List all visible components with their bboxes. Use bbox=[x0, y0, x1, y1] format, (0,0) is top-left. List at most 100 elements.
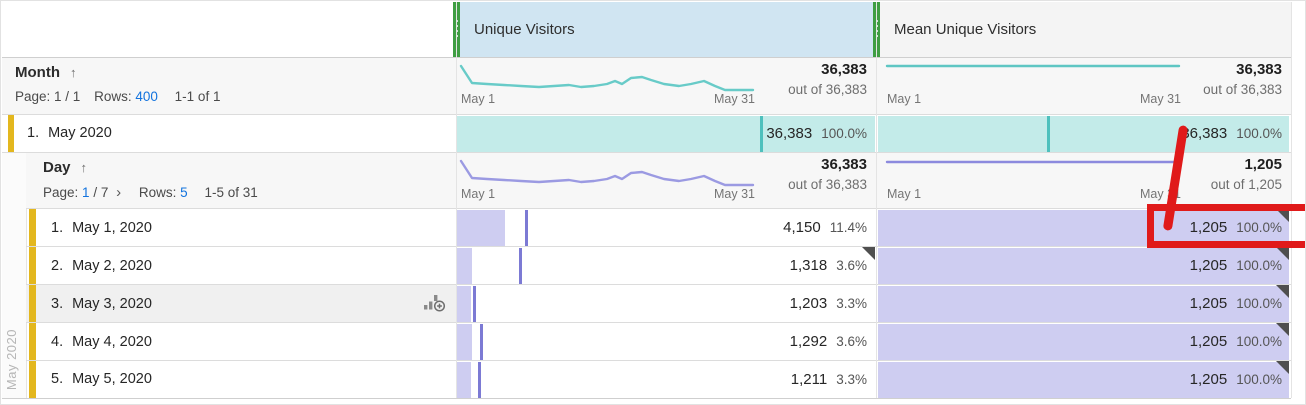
metric-value: 1,205 bbox=[1189, 295, 1228, 312]
metric-value: 1,292 bbox=[789, 333, 828, 350]
month-pagination: Page: 1 / 1 Rows: 400 1-1 of 1 bbox=[15, 89, 220, 104]
mean-unique-visitors-cell bbox=[878, 362, 1289, 398]
annotation-highlight-box bbox=[1147, 204, 1305, 248]
metric-percent: 11.4% bbox=[829, 220, 867, 235]
mean-unique-visitors-value: 1,205 100.0% bbox=[1122, 361, 1282, 398]
next-page-chevron[interactable]: › bbox=[116, 184, 122, 201]
row-label: May 1, 2020 bbox=[72, 220, 152, 236]
metric-value: 36,383 bbox=[1181, 125, 1228, 142]
unique-visitors-cell bbox=[457, 248, 875, 284]
metric-percent: 3.3% bbox=[836, 296, 867, 311]
row-accent-bar bbox=[29, 323, 36, 361]
total-out-of: out of 36,383 bbox=[788, 82, 867, 97]
day-table-row[interactable]: 2. May 2, 2020 bbox=[51, 247, 152, 285]
rows-per-page-link[interactable]: 5 bbox=[180, 185, 188, 200]
rows-range: 1-1 of 1 bbox=[174, 89, 221, 104]
day-pagination: Page: 1 / 7 › Rows: 5 1-5 of 31 bbox=[43, 184, 258, 201]
metric-value: 36,383 bbox=[766, 125, 813, 142]
spark-start-label: May 1 bbox=[887, 187, 922, 201]
metric-percent: 100.0% bbox=[1236, 126, 1282, 141]
sparkline-axis-labels: May 1 May 31 bbox=[461, 92, 755, 106]
divider bbox=[26, 208, 1291, 209]
metric-percent: 100.0% bbox=[1236, 220, 1282, 235]
mean-unique-visitors-value: 36,383 100.0% bbox=[1122, 115, 1282, 152]
column-header-label: Mean Unique Visitors bbox=[894, 21, 1037, 38]
row-accent-bar bbox=[29, 209, 36, 247]
day-dimension-header[interactable]: Day ↑ bbox=[43, 159, 87, 176]
day-table-row[interactable]: 1. May 1, 2020 bbox=[51, 209, 152, 247]
metric-percent: 100.0% bbox=[1236, 334, 1282, 349]
day-table-row[interactable]: 4. May 4, 2020 bbox=[51, 323, 152, 361]
mean-unique-visitors-value: 1,205 100.0% bbox=[1122, 323, 1282, 361]
unique-visitors-cell bbox=[457, 362, 875, 398]
row-index: 4. bbox=[51, 334, 64, 350]
row-index: 2. bbox=[51, 258, 64, 274]
anomaly-indicator-icon bbox=[1276, 285, 1289, 298]
bar-marker-tick bbox=[760, 116, 764, 152]
breakdown-gutter: May 2020 bbox=[2, 153, 26, 398]
metric-value: 1,203 bbox=[789, 295, 828, 312]
unique-visitors-cell bbox=[457, 116, 875, 152]
day-table-row[interactable]: 5. May 5, 2020 bbox=[51, 361, 152, 398]
metric-value: 1,211 bbox=[790, 371, 828, 388]
total-out-of: out of 36,383 bbox=[1203, 82, 1282, 97]
gutter-divider bbox=[26, 153, 27, 398]
total-value: 36,383 bbox=[1236, 61, 1282, 78]
sort-ascending-icon[interactable]: ↑ bbox=[69, 65, 77, 80]
spark-start-label: May 1 bbox=[461, 92, 496, 106]
spark-end-label: May 31 bbox=[1140, 92, 1181, 106]
unique-visitors-value: 1,211 3.3% bbox=[707, 361, 867, 398]
divider bbox=[2, 114, 1291, 115]
breakdown-add-icon[interactable] bbox=[423, 293, 447, 313]
row-accent-bar bbox=[29, 361, 36, 398]
page-link[interactable]: 1 bbox=[82, 185, 90, 200]
value-bar bbox=[878, 116, 1289, 152]
unique-visitors-month-total: 36,383 out of 36,383 bbox=[691, 61, 867, 98]
month-table-row[interactable]: 1. May 2020 bbox=[27, 115, 112, 152]
total-out-of: out of 36,383 bbox=[788, 177, 867, 192]
metric-percent: 3.3% bbox=[836, 372, 867, 387]
bar-marker-tick bbox=[518, 248, 522, 284]
column-header-mean-unique-visitors[interactable]: Mean Unique Visitors bbox=[877, 2, 1291, 57]
breakdown-parent-label: May 2020 bbox=[4, 328, 19, 390]
metric-percent: 3.6% bbox=[836, 258, 867, 273]
row-label: May 3, 2020 bbox=[72, 296, 152, 312]
spark-start-label: May 1 bbox=[461, 187, 496, 201]
value-bar bbox=[878, 324, 1289, 360]
mean-unique-visitors-value: 1,205 100.0% bbox=[1122, 209, 1282, 247]
spark-start-label: May 1 bbox=[887, 92, 922, 106]
value-bar bbox=[878, 210, 1289, 246]
row-accent-bar bbox=[29, 247, 36, 285]
column-divider bbox=[1291, 2, 1292, 398]
mean-unique-visitors-day-total: 1,205 out of 1,205 bbox=[1106, 156, 1282, 193]
mean-unique-visitors-month-total: 36,383 out of 36,383 bbox=[1106, 61, 1282, 98]
column-header-unique-visitors[interactable]: Unique Visitors bbox=[457, 2, 876, 57]
sort-ascending-icon[interactable]: ↑ bbox=[80, 160, 88, 175]
mean-unique-visitors-day-sparkline bbox=[885, 160, 1181, 164]
row-accent-bar bbox=[29, 285, 36, 323]
day-table-row[interactable]: 3. May 3, 2020 bbox=[51, 285, 152, 323]
unique-visitors-day-total: 36,383 out of 36,383 bbox=[691, 156, 867, 193]
row-label: May 2, 2020 bbox=[72, 258, 152, 274]
metric-value: 4,150 bbox=[783, 219, 821, 236]
mean-unique-visitors-cell bbox=[878, 324, 1289, 360]
anomaly-indicator-icon bbox=[862, 247, 875, 260]
divider bbox=[2, 152, 1291, 153]
mean-unique-visitors-value: 1,205 100.0% bbox=[1122, 285, 1282, 323]
month-dimension-header[interactable]: Month ↑ bbox=[15, 64, 76, 81]
column-header-label: Unique Visitors bbox=[474, 21, 575, 38]
spark-end-label: May 31 bbox=[714, 92, 755, 106]
metric-percent: 3.6% bbox=[836, 334, 867, 349]
metric-value: 1,205 bbox=[1189, 257, 1228, 274]
divider bbox=[26, 322, 1291, 323]
metric-percent: 100.0% bbox=[1236, 258, 1282, 273]
anomaly-indicator-icon bbox=[1276, 247, 1289, 260]
rows-per-page-link[interactable]: 400 bbox=[135, 89, 158, 104]
row-index: 1. bbox=[27, 125, 40, 141]
row-index: 3. bbox=[51, 296, 64, 312]
mean-unique-visitors-cell bbox=[878, 210, 1289, 246]
row-index: 5. bbox=[51, 371, 64, 387]
dimension-label: Month bbox=[15, 64, 60, 81]
mean-unique-visitors-month-sparkline bbox=[885, 64, 1181, 68]
